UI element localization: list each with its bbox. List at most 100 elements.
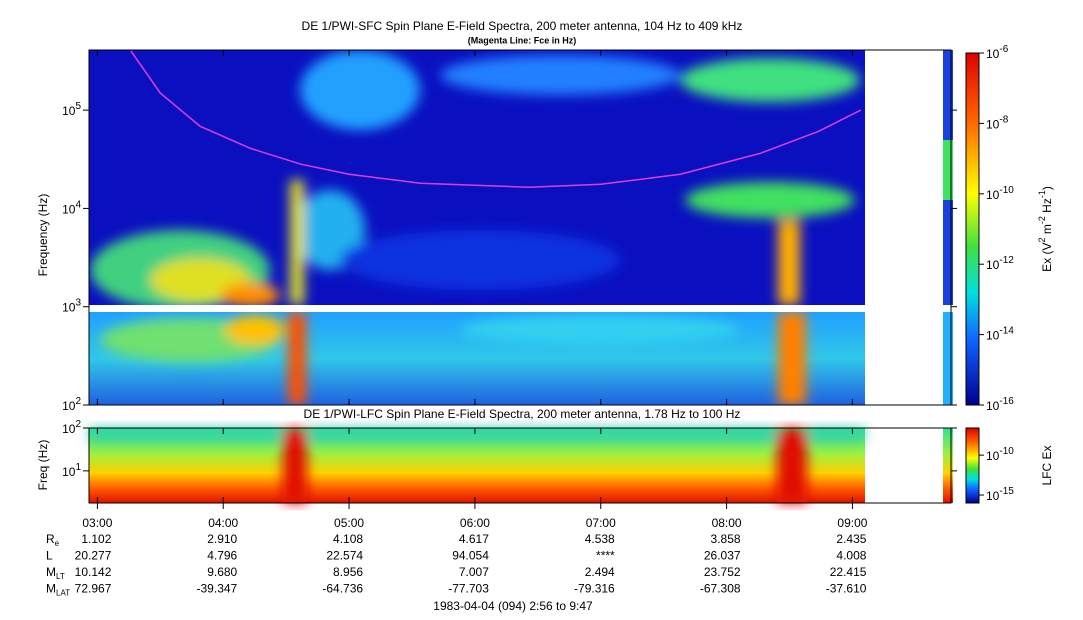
colorbar-tick-label-base: 10: [986, 47, 1000, 61]
ephemeris-value: 20.277: [75, 549, 112, 563]
x-tick-label-base: 06:00: [460, 516, 490, 530]
y-tick-label: 103: [62, 297, 81, 315]
colorbar-tick-label-power: -8: [999, 114, 1008, 125]
ephemeris-value: -79.316: [574, 582, 615, 596]
ephemeris-value: 22.574: [326, 549, 363, 563]
spectrogram-field: [89, 50, 953, 405]
colorbar-tick-label-base: 10: [986, 449, 1000, 463]
ephemeris-value: ****: [596, 549, 615, 563]
ephemeris-label: Re: [46, 532, 60, 548]
x-tick-label-base: 05:00: [334, 516, 364, 530]
y-tick-label: 104: [62, 199, 81, 217]
y-tick-label-base: 10: [62, 465, 76, 479]
colorbar-label-part: Hz: [1040, 198, 1054, 216]
colorbar-tick-label-base: 10: [986, 188, 1000, 202]
ephemeris-label-sub: LAT: [56, 589, 70, 598]
colorbar-tick-label: 10-14: [986, 325, 1014, 343]
ephemeris-value: 8.956: [333, 565, 363, 579]
ephemeris-value: -77.703: [448, 582, 489, 596]
ephemeris-value: 4.796: [207, 549, 237, 563]
y-tick-label-base: 10: [62, 301, 76, 315]
colorbar-tick-label: 10-6: [986, 44, 1009, 62]
ephemeris-value: -67.308: [700, 582, 741, 596]
colorbar-tick-label-base: 10: [986, 489, 1000, 503]
colorbar-label-part: 2: [1037, 238, 1047, 243]
x-tick-label-base: 03:00: [82, 516, 112, 530]
ephemeris-value: 2.910: [207, 532, 237, 546]
colorbar-label-part: -1: [1037, 190, 1047, 198]
y-tick-label-power: 4: [75, 199, 81, 210]
colorbar-tick-label-power: -14: [999, 325, 1014, 336]
y-axis-label: Frequency (Hz): [36, 194, 50, 277]
lfc-field: [89, 428, 953, 503]
plot-frame: [88, 49, 952, 406]
ephemeris-value: 94.054: [452, 549, 489, 563]
ephemeris-value: 3.858: [711, 532, 741, 546]
y-tick-label-power: 3: [75, 297, 81, 308]
colorbar-tick-label: 10-8: [986, 114, 1009, 132]
ephemeris-label-sub: LT: [56, 572, 65, 581]
ephemeris-value: 9.680: [207, 565, 237, 579]
fce-line: [130, 50, 862, 189]
ephemeris-value: 4.617: [459, 532, 489, 546]
colorbar-tick-label-power: -12: [999, 255, 1014, 266]
ephemeris-label-base: R: [46, 532, 55, 546]
plot-frame: [88, 427, 952, 504]
x-tick-label: 07:00: [586, 516, 616, 530]
y-tick-label-power: 2: [75, 419, 81, 430]
ephemeris-label-base: M: [46, 582, 56, 596]
colorbar-tick-label-base: 10: [986, 258, 1000, 272]
x-tick-label-base: 08:00: [712, 516, 742, 530]
colorbar-tick-label: 10-15: [986, 486, 1014, 504]
colorbar-tick-label-base: 10: [986, 399, 1000, 413]
y-tick-label: 105: [62, 101, 81, 119]
ephemeris-label-base: L: [46, 549, 53, 563]
colorbar-label-part: LFC Ex: [1040, 445, 1054, 485]
chart-title: DE 1/PWI-LFC Spin Plane E-Field Spectra,…: [304, 407, 741, 421]
x-tick-label: 05:00: [334, 516, 364, 530]
ephemeris-value: 1.102: [81, 532, 111, 546]
y-tick-label-power: 2: [75, 396, 81, 407]
y-tick-label-base: 10: [62, 203, 76, 217]
ephemeris-value: -37.610: [826, 582, 867, 596]
x-tick-label: 03:00: [82, 516, 112, 530]
colorbar-tick-label-power: -15: [999, 486, 1014, 497]
ephemeris-value: 4.108: [333, 532, 363, 546]
ephemeris-label: MLAT: [46, 582, 70, 598]
x-tick-label: 04:00: [208, 516, 238, 530]
colorbar: [965, 427, 980, 504]
y-tick-label-base: 10: [62, 399, 76, 413]
y-tick-label: 101: [62, 462, 81, 480]
ephemeris-value: 7.007: [459, 565, 489, 579]
colorbar-tick-label-power: -6: [999, 44, 1008, 55]
ephemeris-value: 22.415: [830, 565, 867, 579]
ephemeris-value: 2.435: [836, 532, 866, 546]
colorbar-label-part: m: [1040, 224, 1054, 237]
colorbar-tick-label-base: 10: [986, 118, 1000, 132]
colorbar-label-part: ): [1040, 186, 1054, 190]
ephemeris-label: MLT: [46, 565, 65, 581]
colorbar-tick-label-power: -16: [999, 396, 1014, 407]
y-tick-label-power: 5: [75, 101, 81, 112]
chart-title: DE 1/PWI-SFC Spin Plane E-Field Spectra,…: [302, 19, 743, 33]
ephemeris-value: 2.494: [585, 565, 615, 579]
colorbar-tick-label-power: -10: [999, 184, 1014, 195]
x-tick-label: 08:00: [712, 516, 742, 530]
colorbar-tick-label-base: 10: [986, 329, 1000, 343]
ephemeris-label: L: [46, 549, 53, 563]
y-tick-label-base: 10: [62, 422, 76, 436]
colorbar-tick-label: 10-12: [986, 255, 1014, 273]
colorbar: [965, 52, 980, 406]
y-axis-label: Freq (Hz): [36, 440, 50, 491]
x-tick-label: 09:00: [837, 516, 867, 530]
colorbar-tick-label: 10-10: [986, 184, 1014, 202]
y-tick-label: 102: [62, 396, 81, 414]
y-tick-label-base: 10: [62, 104, 76, 118]
ephemeris-value: -39.347: [197, 582, 238, 596]
ephemeris-label-sub: e: [55, 539, 60, 548]
colorbar-label-part: Ex (V: [1040, 243, 1054, 272]
x-tick-label: 06:00: [460, 516, 490, 530]
x-tick-label-base: 09:00: [837, 516, 867, 530]
ephemeris-value: 23.752: [704, 565, 741, 579]
